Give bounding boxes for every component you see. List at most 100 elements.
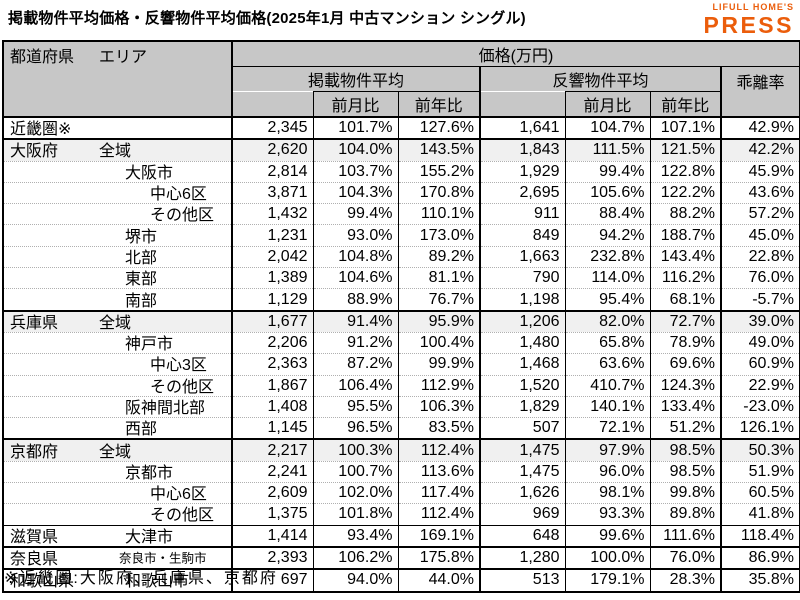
listed-price-value: 1,375 <box>231 503 313 526</box>
divergence-rate-value: 42.9% <box>720 117 800 140</box>
inquiry-mom-value: 140.1% <box>564 395 650 418</box>
table-row: 中心3区 2,363 87.2% 99.9% 1,468 63.6% 69.6% 60.9% <box>3 353 800 376</box>
table-row: 西部 1,145 96.5% 83.5% 507 72.1% 51.2% 126.1% <box>3 417 800 440</box>
listed-price-value: 1,867 <box>231 374 313 397</box>
inquiry-yoy-value: 122.8% <box>649 160 721 183</box>
listed-yoy-value: 113.6% <box>397 460 480 483</box>
table-row: 神戸市 2,206 91.2% 100.4% 1,480 65.8% 78.9% 49.0% <box>3 331 800 354</box>
inquiry-mom-value: 95.4% <box>564 288 650 311</box>
table-row: その他区 1,867 106.4% 112.9% 1,520 410.7% 124.3% 22… <box>3 374 800 397</box>
row-label-cell: 大阪市 <box>3 160 232 183</box>
inquiry-price-value: 648 <box>479 524 565 547</box>
inquiry-mom-value: 410.7% <box>564 374 650 397</box>
inquiry-mom-value: 93.3% <box>564 503 650 526</box>
listed-price-value: 1,129 <box>231 288 313 311</box>
listed-yoy-value: 110.1% <box>397 203 480 225</box>
listed-price-value: 2,609 <box>231 482 313 504</box>
inquiry-yoy-value: 124.3% <box>649 374 721 397</box>
listed-mom-value: 91.2% <box>312 331 398 354</box>
listed-yoy-value: 100.4% <box>397 331 480 354</box>
table-row: 和歌山県 和歌山市 697 94.0% 44.0% 513 179.1% 28.3% 35.8% <box>3 568 800 592</box>
inquiry-yoy-value: 72.7% <box>649 309 721 333</box>
row-label-cell: 堺市 <box>3 224 232 247</box>
listed-price-value: 1,432 <box>231 203 313 225</box>
listed-yoy-value: 106.3% <box>397 395 480 418</box>
row-label-cell: 南部 <box>3 288 232 311</box>
listed-mom-value: 101.8% <box>312 503 398 526</box>
divergence-rate-value: 51.9% <box>720 460 800 483</box>
inquiry-mom-value: 63.6% <box>564 353 650 376</box>
listed-mom-value: 106.2% <box>312 545 398 570</box>
inquiry-price-value: 1,480 <box>479 331 565 354</box>
table-row: 近畿圏※ 2,345 101.7% 127.6% 1,641 104.7% 107.1% 42… <box>3 117 800 140</box>
area-label: その他区 <box>150 378 215 396</box>
inquiry-mom-value: 99.4% <box>564 160 650 183</box>
area-label: 北部 <box>125 249 158 267</box>
listed-mom-value: 104.8% <box>312 245 398 268</box>
listed-price-value: 2,206 <box>231 331 313 354</box>
inquiry-yoy-value: 133.4% <box>649 395 721 418</box>
table-row: 中心6区 3,871 104.3% 170.8% 2,695 105.6% 122.2% 43… <box>3 181 800 204</box>
inquiry-mom-value: 100.0% <box>564 545 650 570</box>
area-label: 東部 <box>125 271 158 289</box>
area-label: 神戸市 <box>125 336 174 354</box>
listed-yoy-value: 95.9% <box>397 309 480 333</box>
inquiry-yoy-value: 88.2% <box>649 203 721 225</box>
row-label-cell: 中心6区 <box>3 482 232 504</box>
table-row: 滋賀県 大津市 1,414 93.4% 169.1% 648 99.6% 111.6% 118.… <box>3 524 800 547</box>
price-unit-header: 価格(万円) <box>232 41 800 67</box>
table-body: 近畿圏※ 2,345 101.7% 127.6% 1,641 104.7% 107.1% 42… <box>3 117 800 592</box>
logo-text-lifull-homes: LIFULL HOME'S <box>712 2 794 12</box>
listed-price-value: 1,145 <box>231 417 313 440</box>
listed-price-value: 2,217 <box>231 438 313 462</box>
inquiry-price-value: 1,475 <box>479 438 565 462</box>
divergence-rate-value: 118.4% <box>720 524 800 547</box>
listed-yoy-header: 前年比 <box>397 91 480 118</box>
logo-text-press: PRESS <box>703 12 794 38</box>
row-label-cell: 奈良県 奈良市・生駒市 <box>3 545 232 570</box>
listed-yoy-value: 44.0% <box>397 568 480 592</box>
inquiry-yoy-value: 99.8% <box>649 482 721 504</box>
inquiry-mom-value: 98.1% <box>564 482 650 504</box>
inquiry-yoy-value: 116.2% <box>649 267 721 289</box>
inquiry-mom-value: 97.9% <box>564 438 650 462</box>
table-row: 堺市 1,231 93.0% 173.0% 849 94.2% 188.7% 45.0% <box>3 224 800 247</box>
inquiry-yoy-value: 28.3% <box>649 568 721 592</box>
inquiry-yoy-value: 78.9% <box>649 331 721 354</box>
divergence-rate-value: 86.9% <box>720 545 800 570</box>
area-label: 全域 <box>99 314 132 332</box>
listed-yoy-value: 155.2% <box>397 160 480 183</box>
listed-yoy-value: 175.8% <box>397 545 480 570</box>
inquiry-price-value: 1,520 <box>479 374 565 397</box>
listed-yoy-value: 169.1% <box>397 524 480 547</box>
table-row: 中心6区 2,609 102.0% 117.4% 1,626 98.1% 99.8% 60.5… <box>3 482 800 504</box>
row-label-cell: 京都府 全域 <box>3 438 232 462</box>
inquiry-mom-value: 99.6% <box>564 524 650 547</box>
listed-price-value: 1,231 <box>231 224 313 247</box>
divergence-rate-value: 22.9% <box>720 374 800 397</box>
inquiry-price-value: 1,198 <box>479 288 565 311</box>
inquiry-price-value: 2,695 <box>479 181 565 204</box>
row-label-cell: 西部 <box>3 417 232 440</box>
inquiry-yoy-value: 69.6% <box>649 353 721 376</box>
prefecture-label: 滋賀県 <box>10 528 59 546</box>
inquiry-price-value: 1,843 <box>479 138 565 162</box>
area-label: 南部 <box>125 292 158 310</box>
inquiry-mom-value: 105.6% <box>564 181 650 204</box>
listed-mom-value: 104.6% <box>312 267 398 289</box>
table-row: 大阪市 2,814 103.7% 155.2% 1,929 99.4% 122.8% 45.9… <box>3 160 800 183</box>
inquiry-mom-value: 111.5% <box>564 138 650 162</box>
inquiry-price-value: 849 <box>479 224 565 247</box>
table-row: その他区 1,432 99.4% 110.1% 911 88.4% 88.2% 57.2% <box>3 203 800 225</box>
area-label: 大阪市 <box>125 164 174 182</box>
listed-price-value: 2,345 <box>231 117 313 140</box>
listed-yoy-value: 112.4% <box>397 438 480 462</box>
prefecture-label: 奈良県 <box>10 551 59 569</box>
listed-average-group-header: 掲載物件平均 <box>231 66 480 92</box>
divergence-rate-value: 57.2% <box>720 203 800 225</box>
row-label-cell: その他区 <box>3 503 232 526</box>
listed-price-value: 1,677 <box>231 309 313 333</box>
divergence-rate-value: 43.6% <box>720 181 800 204</box>
divergence-rate-value: 49.0% <box>720 331 800 354</box>
inquiry-price-subheader-gap <box>479 91 565 118</box>
